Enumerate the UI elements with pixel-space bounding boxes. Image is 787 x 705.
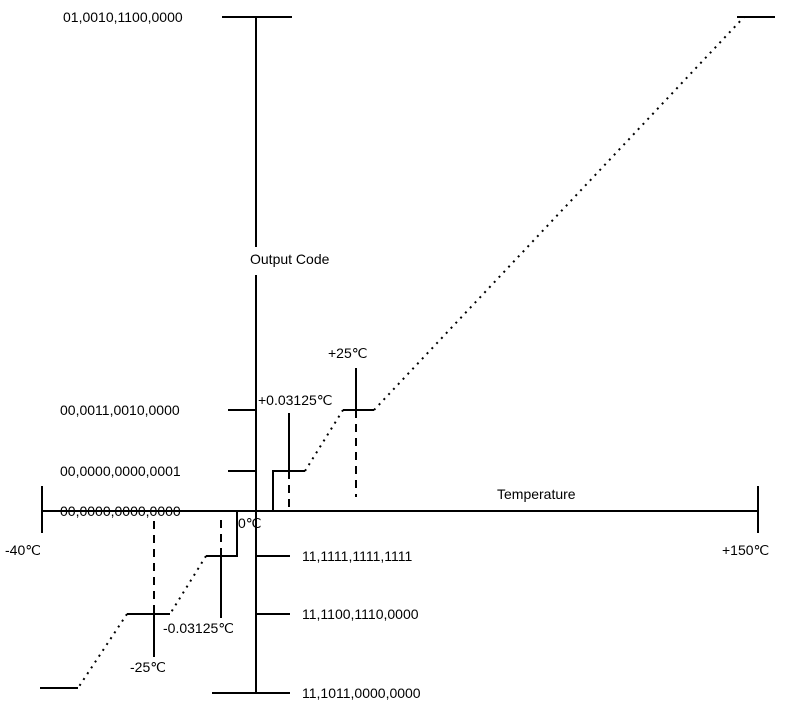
code-max-label: 01,0010,1100,0000 — [63, 9, 183, 25]
transfer-dotted-minus25-to-minus40 — [77, 613, 128, 689]
temp-plus-lsb-label: +0.03125℃ — [258, 392, 333, 408]
temp-max-label: +150℃ — [722, 542, 769, 558]
transfer-dotted-0-to-minus25 — [169, 555, 207, 615]
temp-zero-label: 0℃ — [238, 515, 262, 531]
transfer-dotted-25-to-150 — [373, 16, 745, 411]
temp-minus25-label: -25℃ — [130, 659, 166, 675]
x-axis-label: Temperature — [497, 486, 576, 502]
code-minus25-label: 11,1100,1110,0000 — [302, 606, 419, 622]
y-axis-label: Output Code — [250, 251, 330, 267]
code-zero-label: 00,0000,0000,0000 — [60, 503, 181, 519]
transfer-steps-near-zero — [206, 470, 305, 557]
code-plus25-label: 00,0011,0010,0000 — [60, 402, 180, 418]
code-min-label: 11,1011,0000,0000 — [302, 685, 421, 701]
temp-min-label: -40℃ — [5, 542, 41, 558]
code-plus-lsb-label: 00,0000,0000,0001 — [60, 463, 181, 479]
temp-plus25-label: +25℃ — [328, 345, 367, 361]
code-minus-lsb-label: 11,1111,1111,1111 — [302, 548, 412, 564]
temp-minus-lsb-label: -0.03125℃ — [163, 620, 234, 636]
transfer-dotted-0-to-25 — [304, 409, 344, 472]
